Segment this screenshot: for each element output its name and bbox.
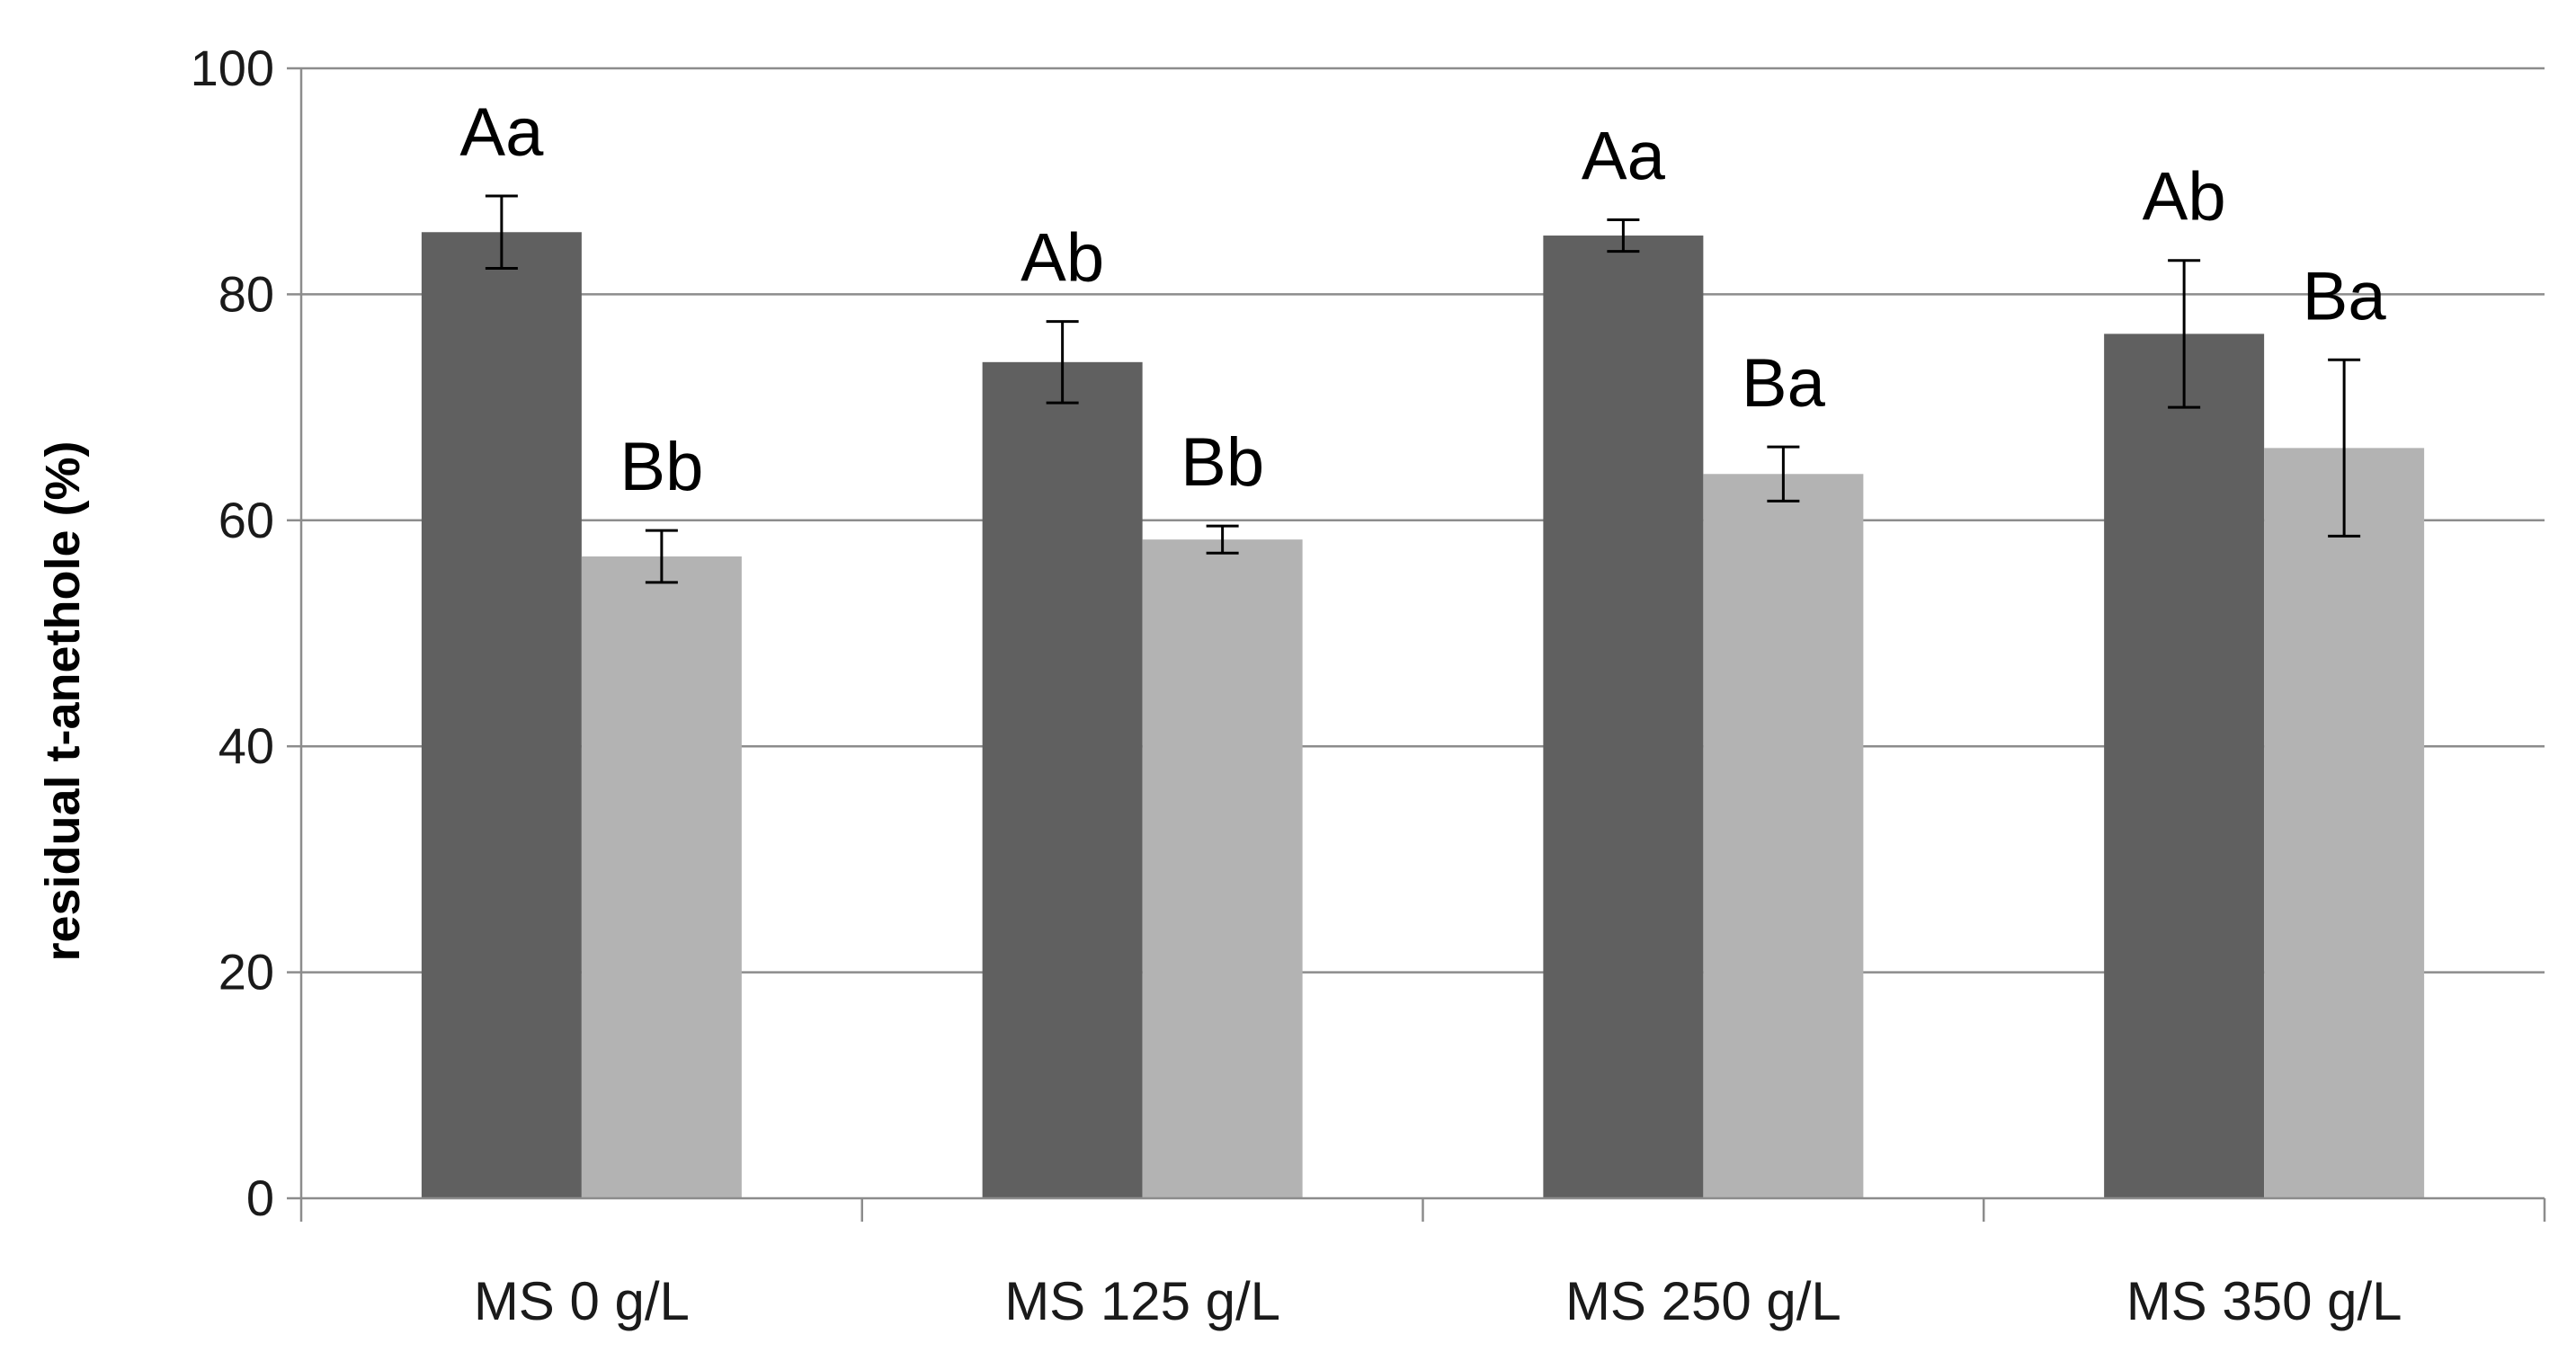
x-category-label: MS 350 g/L xyxy=(2126,1271,2402,1331)
x-category-label: MS 0 g/L xyxy=(474,1271,690,1331)
significance-label-1-1: Aa xyxy=(459,94,544,171)
bar-2-4 xyxy=(2264,448,2425,1198)
significance-label-2-4: Ba xyxy=(2303,258,2387,334)
significance-label-1-3: Aa xyxy=(1582,118,1666,194)
bar-1-1 xyxy=(421,232,582,1198)
bar-2-2 xyxy=(1142,539,1303,1198)
y-tick-label-80: 80 xyxy=(218,265,274,322)
bar-1-3 xyxy=(1543,236,1704,1198)
y-tick-label-20: 20 xyxy=(218,944,274,1001)
y-tick-label-40: 40 xyxy=(218,717,274,774)
bar-2-3 xyxy=(1703,474,1864,1198)
significance-label-2-1: Bb xyxy=(619,429,703,505)
bars xyxy=(421,232,2425,1198)
axes xyxy=(287,67,2546,1222)
error-bars xyxy=(485,194,2361,584)
y-tick-label-100: 100 xyxy=(191,40,274,96)
significance-label-1-4: Ab xyxy=(2143,159,2226,236)
significance-label-2-2: Bb xyxy=(1181,424,1264,501)
significance-label-2-3: Ba xyxy=(1742,345,1826,422)
labels: 0 20 40 60 80 100 MS 0 g/L MS 125 g/L MS 250 g/L… xyxy=(191,40,2402,1331)
bar-2-1 xyxy=(581,556,742,1198)
y-tick-label-60: 60 xyxy=(218,492,274,548)
bar-1-2 xyxy=(982,361,1143,1198)
y-axis-title: residual t-anethole (%) xyxy=(36,440,90,961)
y-tick-label-0: 0 xyxy=(246,1170,274,1226)
x-category-label: MS 250 g/L xyxy=(1565,1271,1841,1331)
bar-1-4 xyxy=(2104,334,2265,1198)
x-category-label: MS 125 g/L xyxy=(1004,1271,1280,1331)
significance-label-1-2: Ab xyxy=(1021,220,1104,297)
